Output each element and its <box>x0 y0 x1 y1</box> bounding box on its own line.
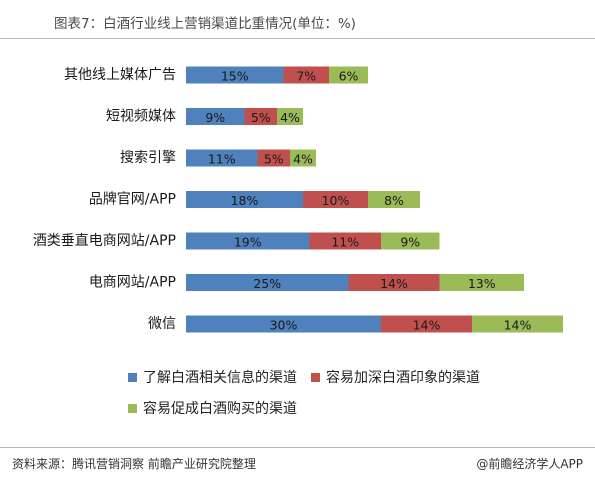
data-label: 15% <box>221 69 249 84</box>
data-label: 25% <box>253 276 281 291</box>
data-label: 19% <box>234 235 262 250</box>
bar-chart: 其他线上媒体广告 15% 7% 6% 短视频媒体 9% 5% 4% 搜索引擎 11% 5% 4% 品牌官… <box>33 66 563 333</box>
data-label: 30% <box>270 318 298 333</box>
data-label: 14% <box>504 318 532 333</box>
source-note: 资料来源：腾讯营销洞察 前瞻产业研究院整理 <box>12 457 256 471</box>
bar-segment-series-1 <box>186 274 349 291</box>
category-label: 其他线上媒体广告 <box>64 67 176 83</box>
data-label: 7% <box>296 69 316 84</box>
legend-item-series-1: 了解白酒相关信息的渠道 <box>128 367 297 387</box>
bar-segment-series-1 <box>186 315 381 333</box>
bar-segment-series-1 <box>186 149 258 167</box>
legend-row: 容易促成白酒购买的渠道 <box>128 397 568 419</box>
category-label: 电商网站/APP <box>89 275 176 291</box>
data-label: 4% <box>293 152 313 167</box>
bar-segment-series-2 <box>303 191 368 208</box>
title-divider <box>0 38 595 39</box>
bar-segment-series-3 <box>329 66 368 84</box>
data-label: 8% <box>384 193 404 208</box>
footer-divider <box>0 447 595 448</box>
data-label: 6% <box>339 69 359 84</box>
data-label: 14% <box>413 318 441 333</box>
data-label: 5% <box>251 110 271 125</box>
bar-segment-series-1 <box>186 108 245 125</box>
brand-credit: @前瞻经济学人APP <box>476 457 583 471</box>
bar-segment-series-2 <box>257 149 290 167</box>
legend-row: 了解白酒相关信息的渠道 容易加深白酒印象的渠道 <box>128 366 568 388</box>
category-label: 短视频媒体 <box>106 109 176 125</box>
data-label: 9% <box>400 235 420 250</box>
bar-segment-series-3 <box>277 108 303 125</box>
bar-segment-series-3 <box>381 232 440 250</box>
bar-segment-series-2 <box>309 232 381 250</box>
data-label: 11% <box>208 152 236 167</box>
chart-title: 图表7：白酒行业线上营销渠道比重情况(单位：%) <box>54 16 356 32</box>
data-label: 18% <box>231 193 259 208</box>
category-label: 品牌官网/APP <box>89 191 176 208</box>
data-label: 10% <box>322 193 350 208</box>
data-label: 9% <box>205 110 225 125</box>
legend-item-series-2: 容易加深白酒印象的渠道 <box>311 367 480 387</box>
bar-segment-series-1 <box>186 66 284 84</box>
bar-segment-series-2 <box>381 315 472 333</box>
category-label: 酒类垂直电商网站/APP <box>33 232 176 249</box>
bar-segment-series-2 <box>244 108 277 125</box>
legend-label-series-3: 容易促成白酒购买的渠道 <box>143 401 297 417</box>
bar-segment-series-2 <box>283 66 329 84</box>
bar-segment-series-1 <box>186 232 310 250</box>
bar-segment-series-3 <box>290 149 316 167</box>
data-label: 14% <box>380 276 408 291</box>
legend-swatch-series-2 <box>311 372 320 382</box>
legend: 了解白酒相关信息的渠道 容易加深白酒印象的渠道 容易促成白酒购买的渠道 <box>128 366 568 428</box>
bar-segment-series-2 <box>348 274 440 291</box>
data-label: 4% <box>280 110 300 125</box>
data-label: 5% <box>264 152 284 167</box>
data-label: 13% <box>468 276 496 291</box>
category-label: 搜索引擎 <box>120 149 176 166</box>
bar-segment-series-3 <box>439 274 524 291</box>
data-label: 11% <box>331 235 359 250</box>
bar-segment-series-1 <box>186 191 303 208</box>
legend-swatch-series-1 <box>128 372 137 382</box>
legend-label-series-1: 了解白酒相关信息的渠道 <box>143 370 297 386</box>
bar-segment-series-3 <box>368 191 420 208</box>
category-label: 微信 <box>148 316 176 332</box>
legend-label-series-2: 容易加深白酒印象的渠道 <box>326 370 480 386</box>
legend-item-series-3: 容易促成白酒购买的渠道 <box>128 398 297 418</box>
bar-segment-series-3 <box>472 315 563 333</box>
legend-swatch-series-3 <box>128 403 137 413</box>
